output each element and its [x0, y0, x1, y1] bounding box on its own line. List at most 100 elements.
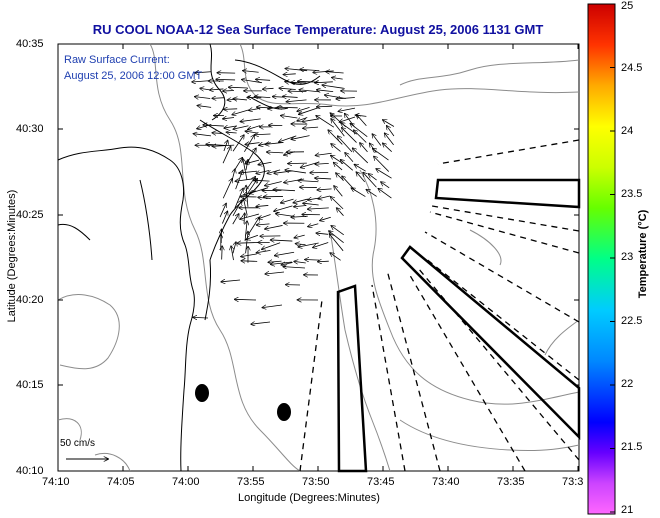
current-vector [318, 261, 329, 262]
current-vector [246, 160, 248, 171]
current-vector [242, 80, 262, 84]
bathymetry-contours [57, 43, 580, 472]
current-vector [233, 99, 247, 100]
current-vector [338, 136, 353, 153]
current-vector [356, 172, 366, 183]
x-tick-label: 74:00 [172, 476, 200, 488]
current-vector [293, 198, 308, 203]
current-vector [256, 205, 269, 206]
station-marker [195, 384, 209, 402]
current-vector [241, 253, 257, 257]
x-tick-label: 73:3 [562, 476, 584, 488]
colorbar-tick-label: 24.5 [621, 62, 643, 74]
current-vector [308, 208, 329, 209]
current-vector [281, 116, 298, 118]
current-vector [229, 87, 248, 88]
current-vector [192, 81, 211, 82]
current-vector [222, 179, 232, 199]
colorbar-title: Temperature (°C) [637, 209, 649, 299]
current-vector [271, 240, 293, 241]
current-vector [232, 242, 236, 254]
current-vector [322, 85, 344, 89]
y-tick-label: 40:10 [16, 465, 44, 477]
current-vector [313, 242, 329, 247]
current-vector [255, 97, 271, 98]
current-vector [339, 116, 356, 122]
reference-vector-label: 50 cm/s [60, 438, 96, 449]
colorbar-tick-label: 23.5 [621, 188, 643, 200]
radar-coverage-solid [336, 178, 581, 473]
colorbar-tick-label: 21.5 [621, 441, 643, 453]
current-vector [212, 133, 223, 134]
colorbar-tick-label: 24 [621, 125, 634, 137]
current-vector [219, 203, 226, 218]
current-vector [257, 250, 271, 252]
colorbar-tick-label: 22.5 [621, 315, 643, 327]
current-vector [385, 133, 394, 146]
current-vector [328, 130, 343, 145]
current-vector [265, 142, 284, 144]
current-vector [216, 79, 236, 80]
current-vector [232, 214, 239, 225]
current-vector [331, 226, 344, 236]
current-vector [313, 71, 334, 73]
x-axis-title: Longitude (Degrees:Minutes) [238, 492, 380, 504]
current-vector [245, 179, 257, 197]
current-vector [226, 132, 237, 133]
current-vector [263, 88, 274, 89]
current-vector [315, 163, 329, 164]
current-vector [271, 262, 293, 264]
current-vector [259, 214, 271, 218]
current-vector [383, 143, 392, 152]
current-vector [283, 267, 306, 268]
current-vector [241, 261, 258, 262]
current-vector [237, 242, 259, 243]
current-vector [353, 148, 369, 164]
current-vector [355, 164, 366, 172]
current-vector [223, 141, 228, 152]
current-vector [345, 153, 354, 163]
current-vector [245, 143, 260, 145]
current-vector [374, 156, 390, 172]
current-vector [332, 78, 343, 80]
current-vector [246, 234, 259, 239]
current-vector [275, 251, 295, 255]
current-vector [274, 171, 293, 173]
current-vector [334, 163, 343, 171]
current-vector [234, 188, 243, 209]
current-vector [381, 182, 390, 189]
figure-title: RU COOL NOAA-12 Sea Surface Temperature:… [92, 22, 544, 37]
colorbar-ticks [610, 3, 615, 513]
current-vector [342, 128, 357, 143]
current-vector [244, 213, 245, 224]
current-vector [334, 186, 343, 197]
x-tick-label: 73:55 [237, 476, 265, 488]
current-vector [291, 135, 310, 140]
current-vector [331, 119, 345, 137]
current-vector [262, 304, 283, 308]
x-tick-label: 73:45 [367, 476, 395, 488]
x-tick-label: 73:35 [497, 476, 525, 488]
current-vector [330, 253, 341, 261]
current-vector [251, 322, 271, 324]
current-vector [315, 82, 333, 83]
current-vector [331, 144, 341, 152]
current-vector [224, 109, 238, 110]
current-vector [285, 170, 306, 174]
y-tick-label: 40:15 [16, 379, 44, 391]
current-vector [354, 130, 367, 143]
current-vector [320, 216, 331, 220]
x-tick-label: 73:50 [302, 476, 330, 488]
current-vector [288, 163, 307, 164]
current-vector [265, 272, 285, 274]
current-vector [337, 208, 344, 216]
x-tick-label: 73:40 [432, 476, 460, 488]
current-vector [331, 197, 344, 210]
current-vector [378, 189, 392, 199]
current-vector [223, 117, 235, 118]
surface-current-vectors [192, 68, 395, 324]
current-vector [372, 134, 382, 146]
current-vector [255, 134, 271, 135]
current-vector [203, 125, 224, 126]
